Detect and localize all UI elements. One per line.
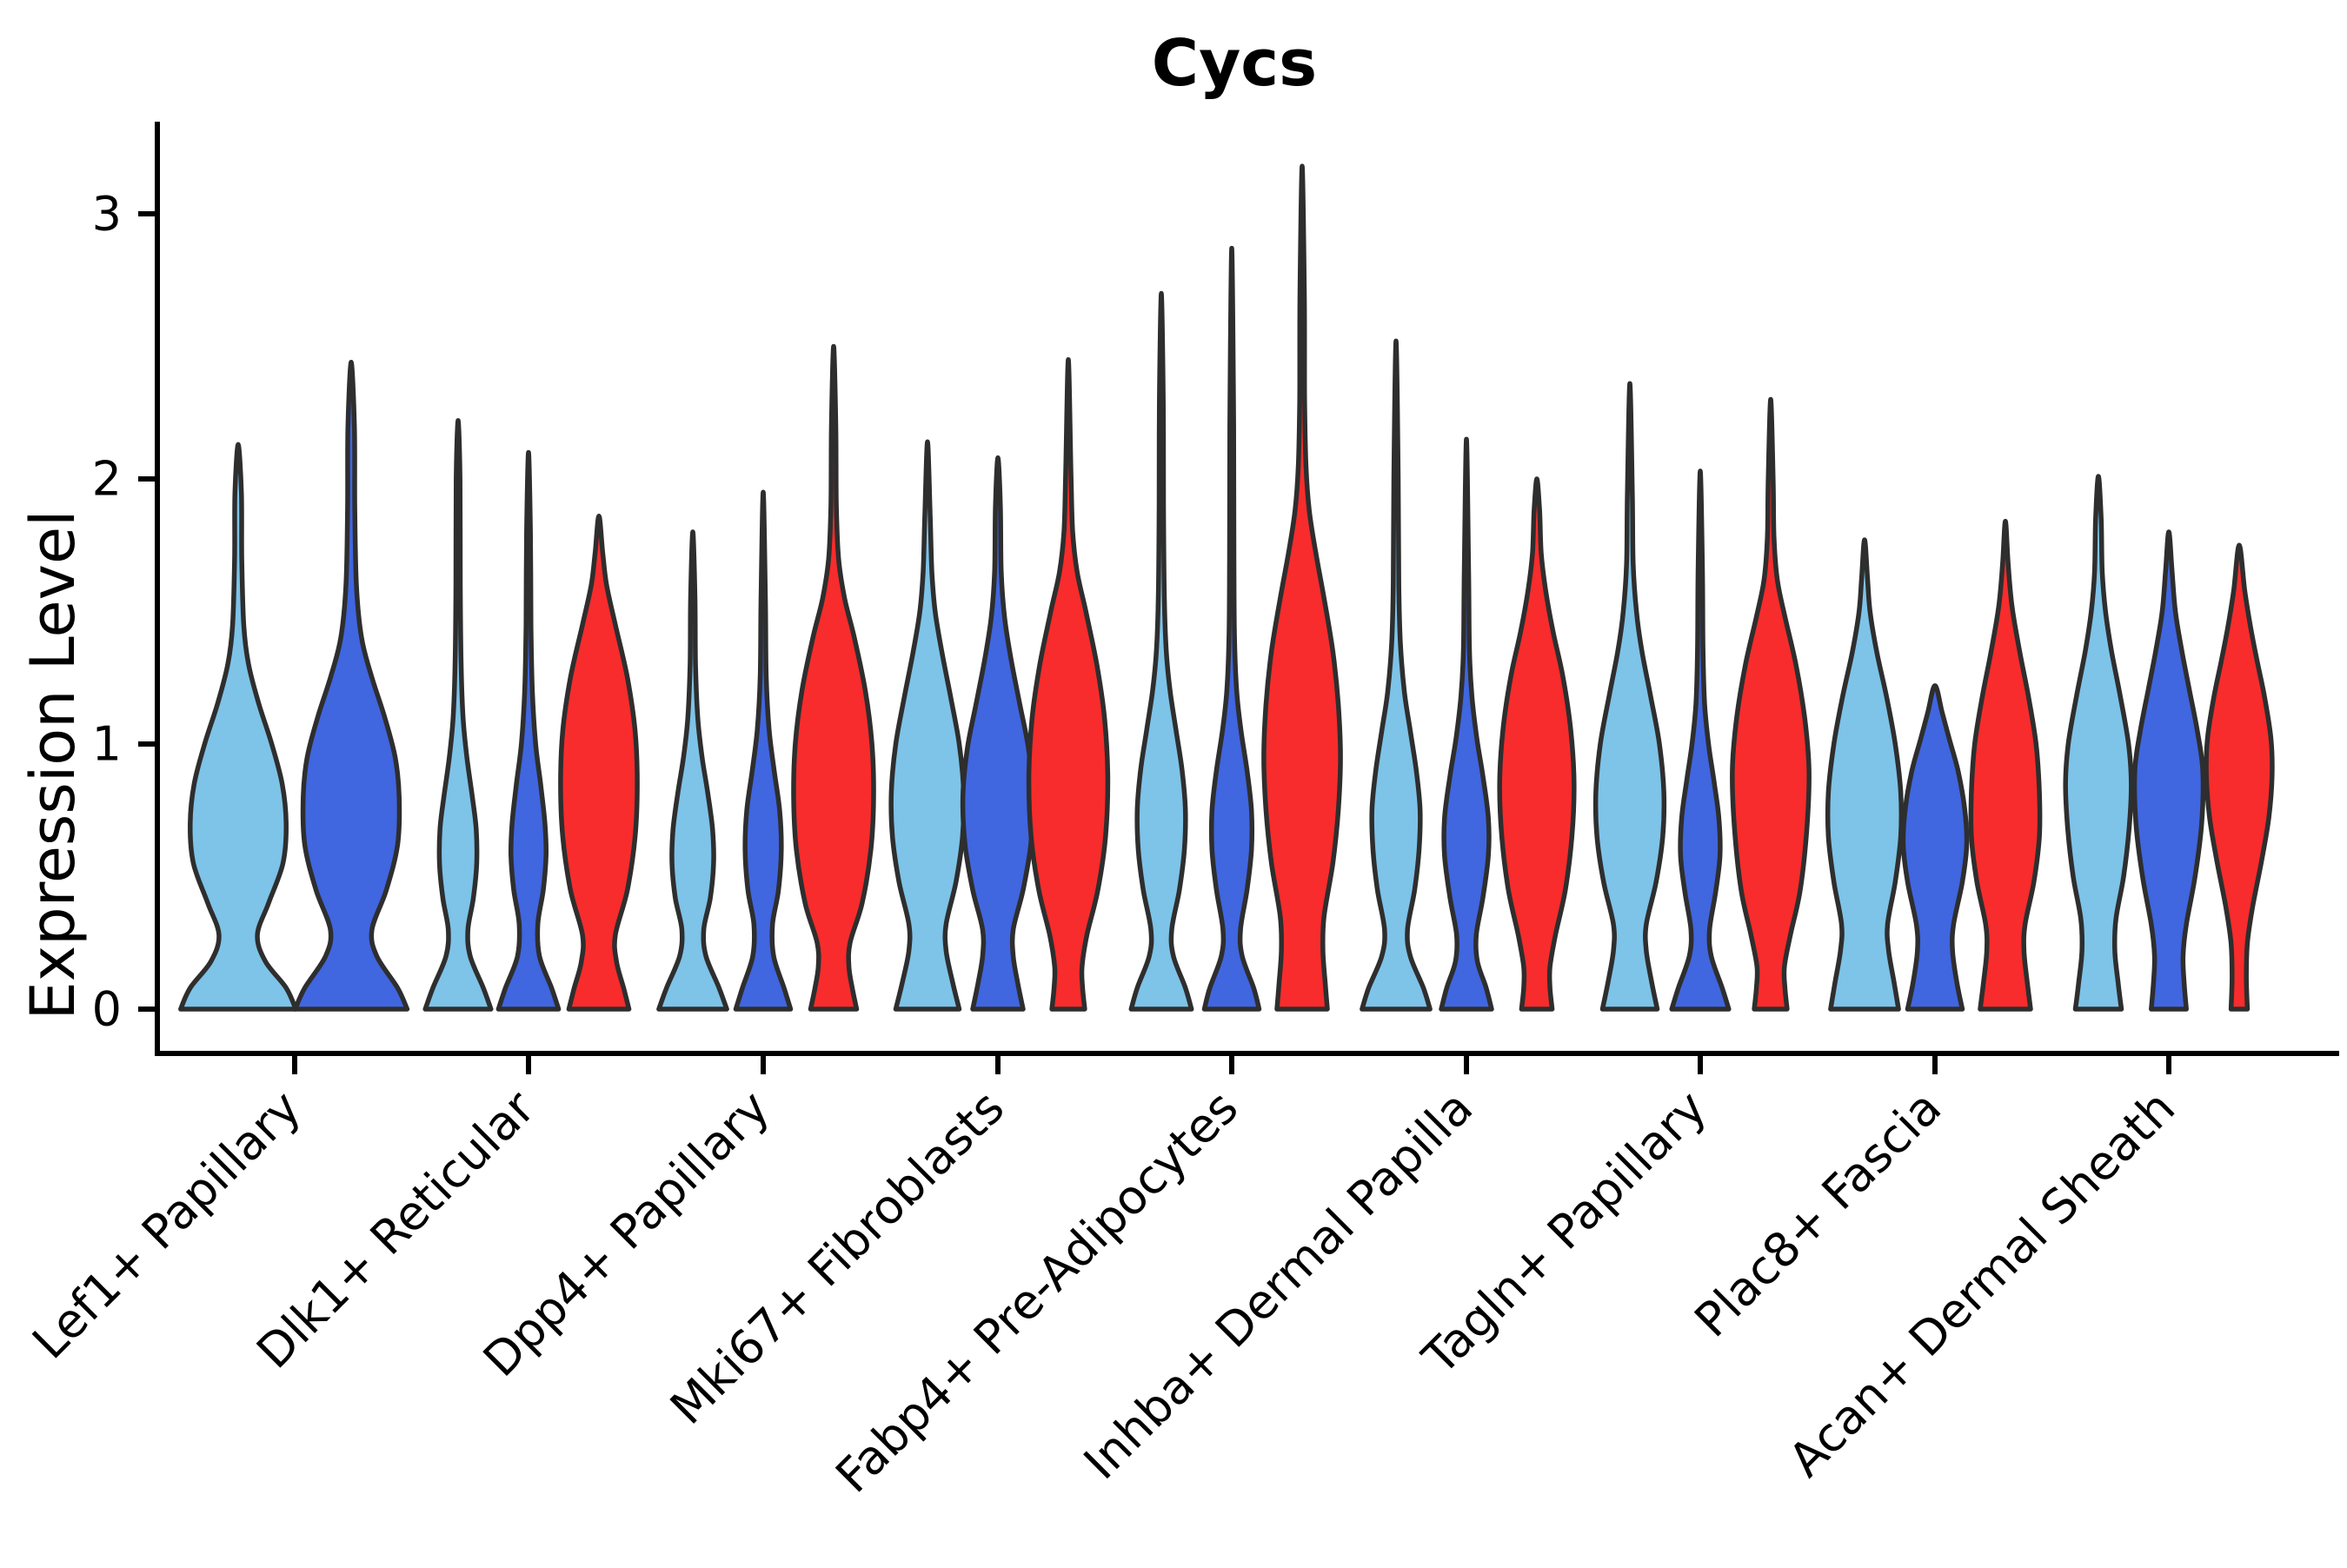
- chart-title: Cycs: [1152, 26, 1317, 101]
- violin-6-red: [1730, 396, 1812, 1012]
- violin-1-light-blue: [422, 418, 494, 1012]
- y-axis-label: Expression Level: [17, 509, 89, 1020]
- violin-6-dark-blue: [1669, 468, 1732, 1012]
- violin-7-light-blue: [1825, 537, 1905, 1012]
- violin-7-red: [1968, 519, 2043, 1012]
- violin-4-red: [1261, 163, 1343, 1012]
- violin-2-red: [791, 343, 876, 1012]
- x-tick-label-acan-dermal-sheath: Acan+ Dermal Sheath: [1779, 1080, 2185, 1487]
- y-tick-label-0: 0: [92, 982, 122, 1037]
- violin-5-light-blue: [1360, 338, 1433, 1012]
- violin-3-light-blue: [888, 439, 967, 1012]
- y-tick-label-2: 2: [92, 452, 122, 507]
- violin-2-dark-blue: [733, 489, 794, 1012]
- violin-6-light-blue: [1592, 381, 1667, 1012]
- violin-8-light-blue: [2063, 474, 2134, 1012]
- violin-5-dark-blue: [1439, 436, 1494, 1012]
- violin-8-dark-blue: [2131, 529, 2206, 1012]
- y-tick-label-3: 3: [92, 187, 122, 242]
- violin-7-dark-blue: [1900, 683, 1970, 1012]
- violin-1-red: [558, 513, 640, 1012]
- violin-4-light-blue: [1128, 290, 1194, 1012]
- violins-layer: [178, 163, 2275, 1012]
- violin-5-red: [1497, 476, 1577, 1012]
- violin-0-dark-blue: [292, 360, 410, 1012]
- violin-8-red: [2204, 542, 2275, 1012]
- violin-3-red: [1026, 357, 1111, 1012]
- violin-1-dark-blue: [495, 449, 562, 1012]
- violin-2-light-blue: [656, 529, 729, 1012]
- violin-4-dark-blue: [1201, 245, 1262, 1012]
- violin-3-dark-blue: [960, 455, 1036, 1012]
- y-tick-label-1: 1: [92, 717, 122, 772]
- x-tick-label-fabp4-pre-adipocytes: Fabp4+ Pre-Adipocytes: [825, 1080, 1248, 1504]
- x-tick-label-plac8-fascia: Plac8+ Fascia: [1684, 1080, 1951, 1348]
- x-tick-label-inhba-dermal-papilla: Inhba+ Dermal Papilla: [1074, 1080, 1483, 1490]
- violin-0-light-blue: [178, 442, 298, 1012]
